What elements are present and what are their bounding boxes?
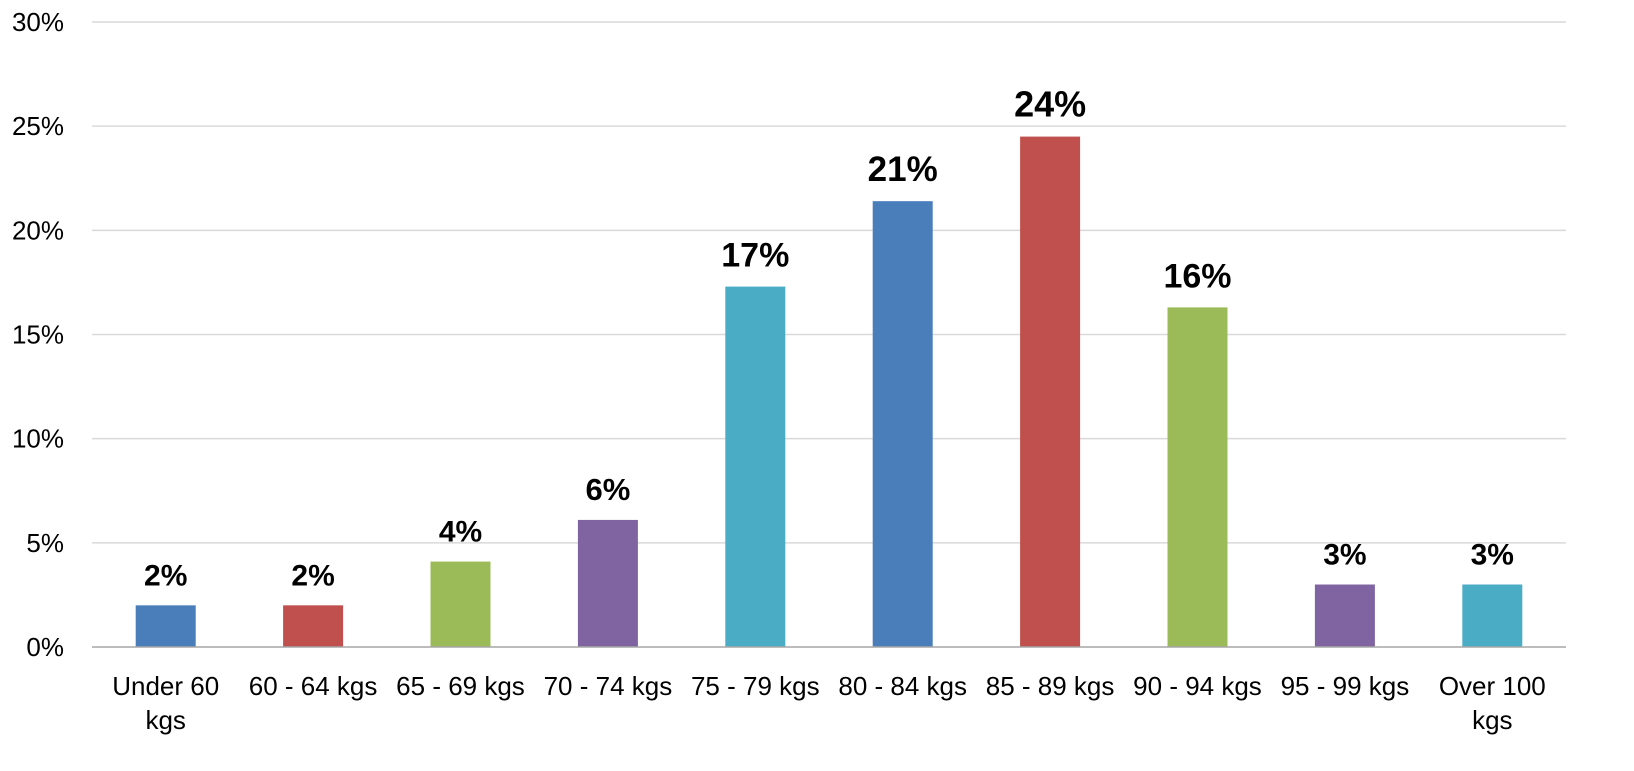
x-axis-category-labels: Under 60 kgs 60 - 64 kgs 65 - 69 kgs 70 - 74… [112, 671, 1546, 735]
x-category-label: 65 - 69 kgs [396, 671, 525, 701]
data-label: 6% [585, 472, 630, 507]
bar [725, 286, 786, 647]
bar [1020, 136, 1081, 648]
bar [1314, 584, 1375, 647]
y-tick-label: 10% [12, 424, 64, 454]
y-tick-label: 20% [12, 215, 64, 245]
x-category-label: 95 - 99 kgs [1281, 671, 1410, 701]
x-category-label: 80 - 84 kgs [838, 671, 967, 701]
data-label: 21% [868, 150, 938, 189]
data-label: 2% [291, 559, 334, 592]
data-labels: 2% 2% 4% 6% 17% 21% 24% 16% 3% 3% [144, 84, 1514, 593]
x-category-label: 75 - 79 kgs [691, 671, 820, 701]
bar [283, 605, 344, 647]
y-tick-label: 15% [12, 320, 64, 350]
data-label: 3% [1471, 539, 1514, 572]
y-tick-label: 25% [12, 111, 64, 141]
data-label: 4% [439, 516, 482, 549]
x-category-label: Under 60 [112, 671, 219, 701]
data-label: 2% [144, 559, 187, 592]
bar [577, 519, 638, 647]
bar [135, 605, 196, 647]
gridlines [92, 21, 1566, 544]
x-category-label: 90 - 94 kgs [1133, 671, 1262, 701]
y-tick-label: 0% [26, 632, 64, 662]
bar [1167, 307, 1228, 647]
x-category-label: kgs [145, 705, 185, 735]
bar [430, 561, 491, 647]
x-category-label: 70 - 74 kgs [544, 671, 673, 701]
data-label: 17% [721, 237, 789, 275]
bars [135, 136, 1523, 648]
bar [872, 201, 933, 647]
data-label: 16% [1163, 257, 1231, 295]
x-category-label: 85 - 89 kgs [986, 671, 1115, 701]
bar [1462, 584, 1523, 647]
x-category-label: Over 100 [1439, 671, 1546, 701]
y-tick-label: 30% [12, 7, 64, 37]
data-label: 24% [1014, 84, 1086, 125]
x-category-label: kgs [1472, 705, 1512, 735]
y-axis-tick-labels: 0% 5% 10% 15% 20% 25% 30% [12, 7, 64, 662]
y-tick-label: 5% [26, 528, 64, 558]
x-category-label: 60 - 64 kgs [249, 671, 378, 701]
data-label: 3% [1323, 539, 1366, 572]
